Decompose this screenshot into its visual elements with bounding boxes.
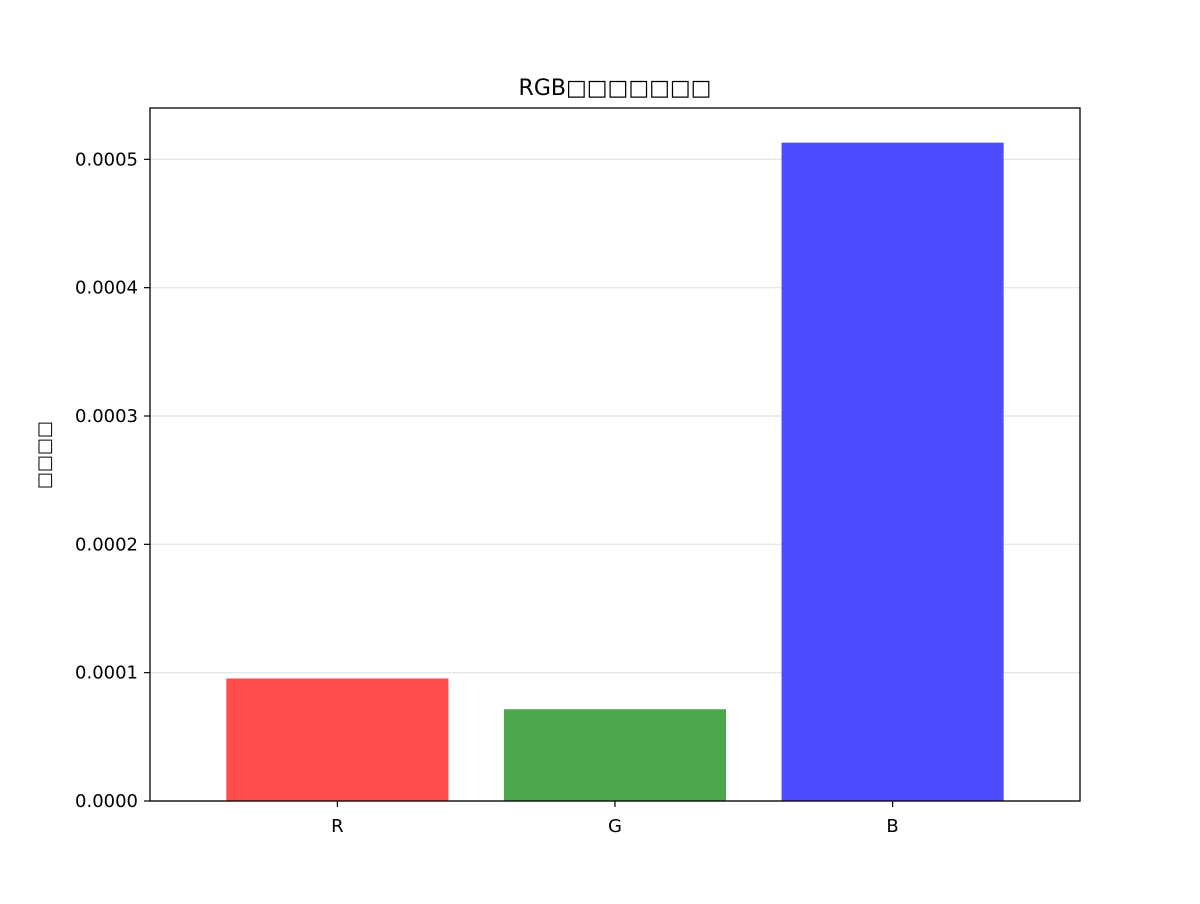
- bars: [226, 142, 1004, 801]
- y-axis-ticks: 0.0000 0.0001 0.0002 0.0003 0.0004 0.0005: [75, 149, 150, 812]
- bar-g: [503, 709, 727, 801]
- y-tick-label: 0.0001: [75, 663, 138, 684]
- y-tick-label: 0.0005: [75, 149, 138, 170]
- x-tick-label-r: R: [331, 816, 344, 837]
- bar-r: [226, 678, 449, 801]
- chart-title: RGB□□□□□□□: [519, 76, 712, 101]
- x-tick-label-g: G: [608, 816, 622, 837]
- y-tick-label: 0.0002: [75, 534, 138, 555]
- x-tick-label-b: B: [886, 816, 898, 837]
- y-tick-label: 0.0000: [75, 791, 138, 812]
- y-tick-label: 0.0004: [75, 278, 138, 299]
- y-axis-label: □□□□: [34, 421, 55, 489]
- bar-b: [781, 142, 1004, 801]
- y-tick-label: 0.0003: [75, 406, 138, 427]
